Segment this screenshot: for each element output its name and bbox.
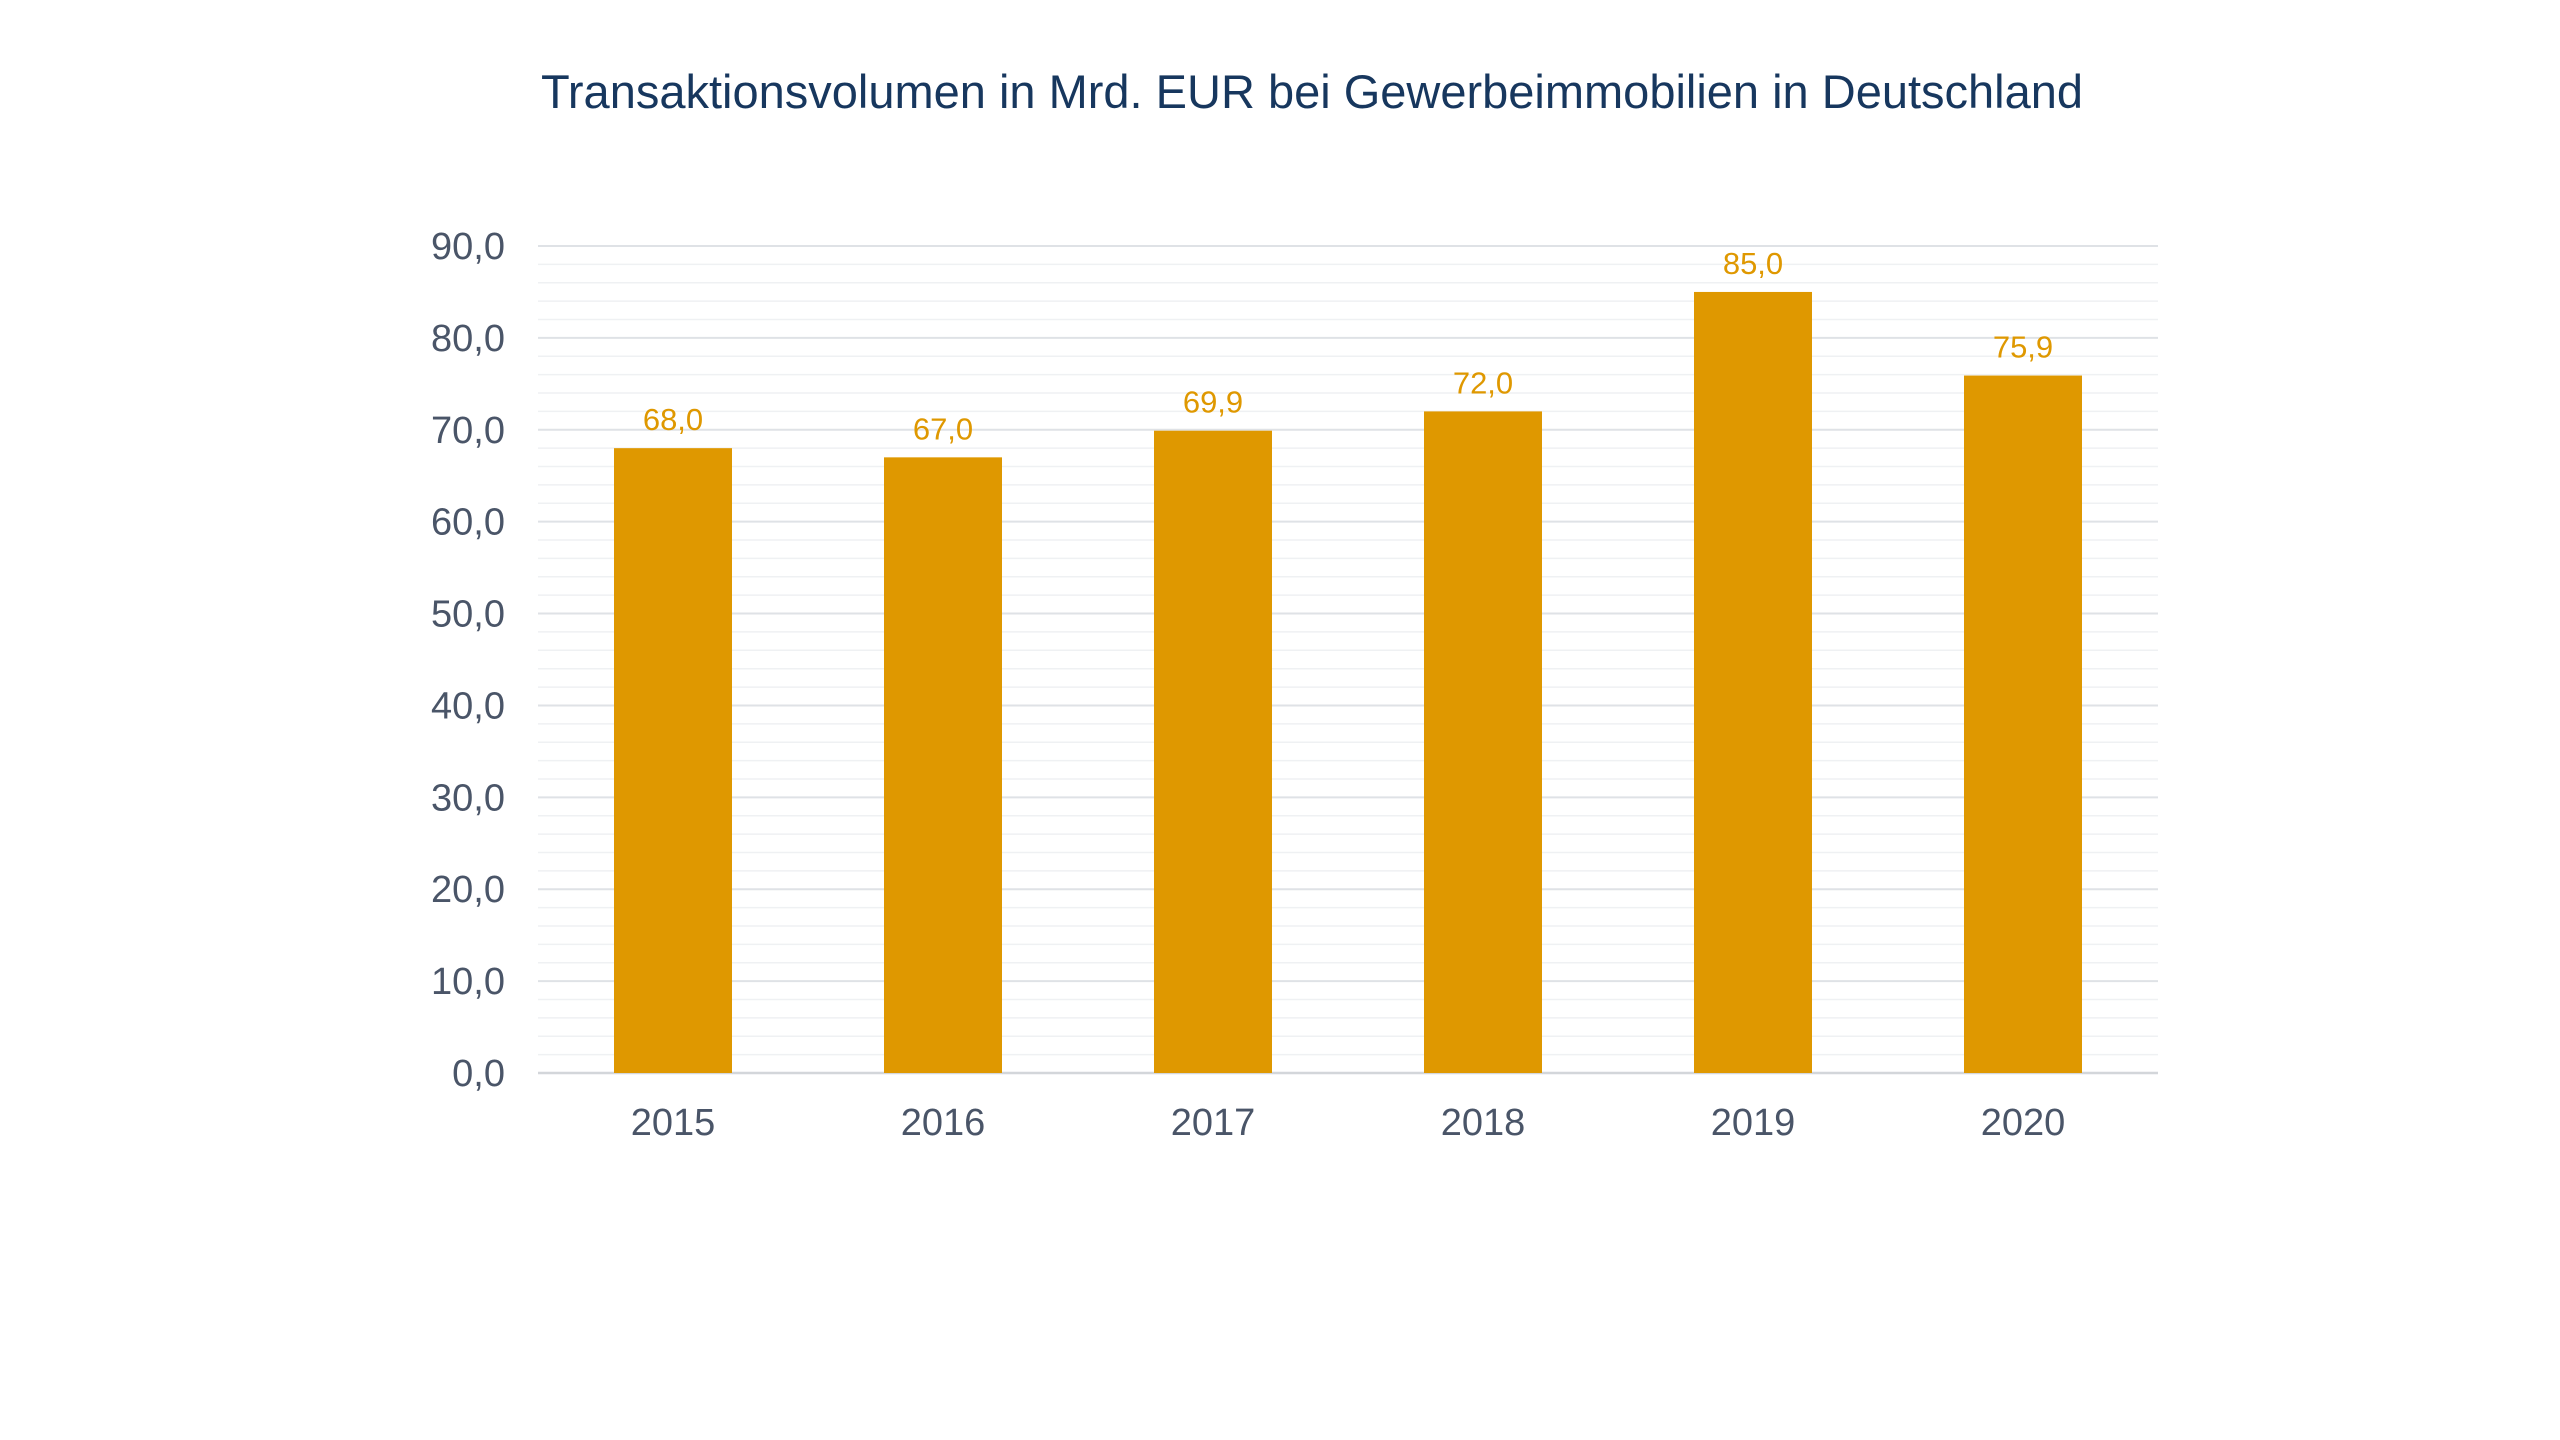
y-tick-label: 10,0 [431,961,505,1003]
y-tick-label: 0,0 [452,1053,505,1095]
data-label: 75,9 [1993,330,2053,365]
y-tick-label: 60,0 [431,502,505,544]
data-label: 69,9 [1183,385,1243,420]
bars [614,291,2082,1074]
x-tick-label: 2019 [1711,1102,1796,1144]
y-axis-tick-labels: 0,0 10,0 20,0 30,0 40,0 50,0 60,0 70,0 80,0 90,0 [431,226,505,1095]
data-labels: 68,0 67,0 69,9 72,0 85,0 75,9 [643,246,2053,446]
chart-title: Transaktionsvolumen in Mrd. EUR bei Gewe… [541,65,2083,118]
y-tick-label: 30,0 [431,777,505,819]
x-tick-label: 2016 [901,1102,986,1144]
y-tick-label: 80,0 [431,318,505,360]
x-tick-label: 2018 [1441,1102,1526,1144]
y-tick-label: 50,0 [431,594,505,636]
bar [1424,411,1542,1073]
x-tick-label: 2020 [1981,1102,2066,1144]
x-tick-label: 2015 [631,1102,716,1144]
grid-lines [538,245,2158,1075]
y-tick-label: 40,0 [431,685,505,727]
data-label: 68,0 [643,402,703,437]
y-tick-label: 70,0 [431,410,505,452]
y-tick-label: 90,0 [431,226,505,268]
data-label: 72,0 [1453,365,1513,400]
bar [884,457,1002,1073]
y-tick-label: 20,0 [431,869,505,911]
data-label: 67,0 [913,411,973,446]
x-tick-label: 2017 [1171,1102,1256,1144]
bar [1154,430,1272,1073]
x-axis-tick-labels: 2015 2016 2017 2018 2019 2020 [631,1102,2066,1144]
bar [614,448,732,1074]
bar [1964,375,2082,1073]
data-label: 85,0 [1723,246,1783,281]
bar [1694,291,1812,1073]
